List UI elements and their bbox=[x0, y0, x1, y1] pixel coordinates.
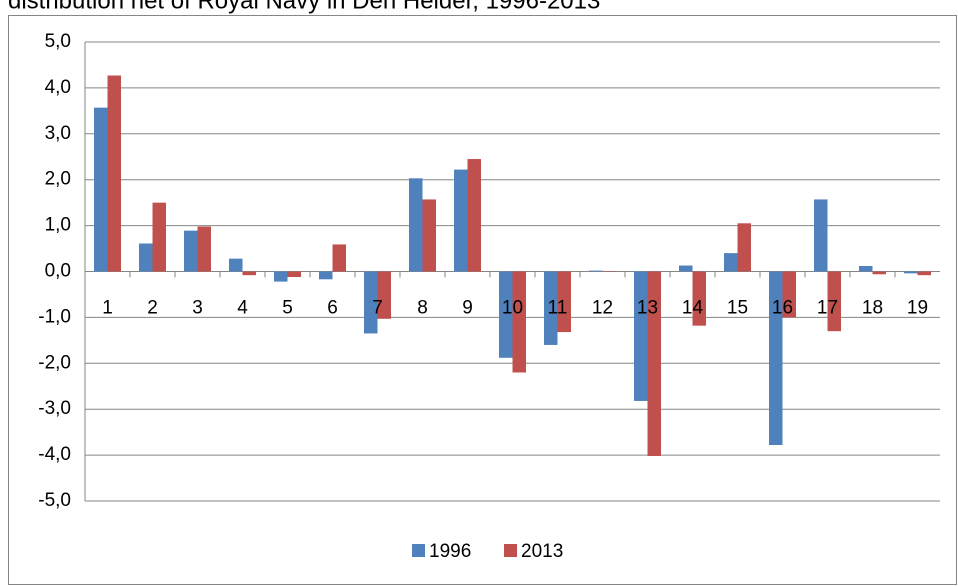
bar bbox=[467, 159, 481, 272]
x-tick-label: 7 bbox=[372, 298, 383, 319]
x-tick-label: 18 bbox=[862, 298, 883, 319]
bar bbox=[287, 271, 301, 278]
x-tick-label: 4 bbox=[237, 298, 248, 319]
bar bbox=[814, 199, 828, 272]
bar bbox=[107, 75, 121, 272]
x-tick-label: 15 bbox=[727, 298, 748, 319]
bar bbox=[737, 223, 751, 272]
y-tick-label: 4,0 bbox=[45, 77, 71, 98]
y-tick-label: 0,0 bbox=[45, 261, 71, 282]
x-tick-label: 3 bbox=[192, 298, 203, 319]
bar bbox=[634, 271, 648, 401]
x-tick-label: 13 bbox=[637, 298, 658, 319]
bar bbox=[512, 271, 526, 373]
y-tick-label: 5,0 bbox=[45, 31, 71, 52]
bar bbox=[319, 271, 333, 280]
bar bbox=[859, 265, 873, 272]
y-tick-label: 2,0 bbox=[45, 169, 71, 190]
x-tick-label: 8 bbox=[417, 298, 428, 319]
bar bbox=[94, 107, 108, 272]
bar bbox=[917, 271, 931, 276]
x-tick-label: 10 bbox=[502, 298, 523, 319]
bar bbox=[152, 202, 166, 272]
y-tick-label: 1,0 bbox=[45, 215, 71, 236]
x-tick-label: 16 bbox=[772, 298, 793, 319]
x-tick-label: 19 bbox=[907, 298, 928, 319]
x-tick-label: 2 bbox=[147, 298, 158, 319]
bar bbox=[499, 271, 513, 358]
bar bbox=[782, 271, 796, 318]
x-tick-label: 14 bbox=[682, 298, 704, 319]
bar bbox=[872, 271, 886, 275]
bar bbox=[139, 243, 153, 272]
x-tick-label: 17 bbox=[817, 298, 838, 319]
chart-frame bbox=[8, 15, 957, 585]
bar bbox=[229, 258, 243, 272]
bar bbox=[184, 230, 198, 272]
x-tick-label: 6 bbox=[327, 298, 338, 319]
y-tick-label: -2,0 bbox=[38, 352, 71, 373]
bar bbox=[364, 271, 378, 334]
bar bbox=[724, 253, 738, 272]
bar bbox=[557, 271, 571, 333]
x-tick-label: 9 bbox=[462, 298, 473, 319]
bar bbox=[827, 271, 841, 332]
bar bbox=[904, 271, 918, 274]
x-tick-label: 1 bbox=[102, 298, 113, 319]
bar bbox=[769, 271, 783, 446]
bar bbox=[679, 265, 693, 272]
bar bbox=[589, 270, 603, 272]
bar bbox=[692, 271, 706, 326]
bar bbox=[377, 271, 391, 319]
x-tick-label: 12 bbox=[592, 298, 613, 319]
chart-title: distribution net of Royal Navy in Den He… bbox=[8, 0, 600, 14]
x-tick-label: 5 bbox=[282, 298, 293, 319]
bar bbox=[332, 244, 346, 272]
bar bbox=[422, 199, 436, 272]
legend-label: 2013 bbox=[521, 541, 563, 562]
bar bbox=[274, 271, 288, 282]
y-tick-label: -5,0 bbox=[38, 490, 71, 511]
bar bbox=[544, 271, 558, 345]
bar bbox=[409, 178, 423, 272]
bar bbox=[454, 169, 468, 272]
bar bbox=[197, 226, 211, 272]
bar bbox=[647, 271, 661, 457]
legend-swatch bbox=[412, 544, 425, 557]
x-tick-label: 11 bbox=[548, 298, 568, 319]
bar bbox=[242, 271, 256, 276]
y-tick-label: -3,0 bbox=[38, 398, 71, 419]
legend-swatch bbox=[504, 544, 517, 557]
y-tick-label: 3,0 bbox=[45, 123, 71, 144]
legend-label: 1996 bbox=[429, 541, 471, 562]
y-tick-label: -4,0 bbox=[38, 444, 71, 465]
y-tick-label: -1,0 bbox=[38, 306, 71, 327]
